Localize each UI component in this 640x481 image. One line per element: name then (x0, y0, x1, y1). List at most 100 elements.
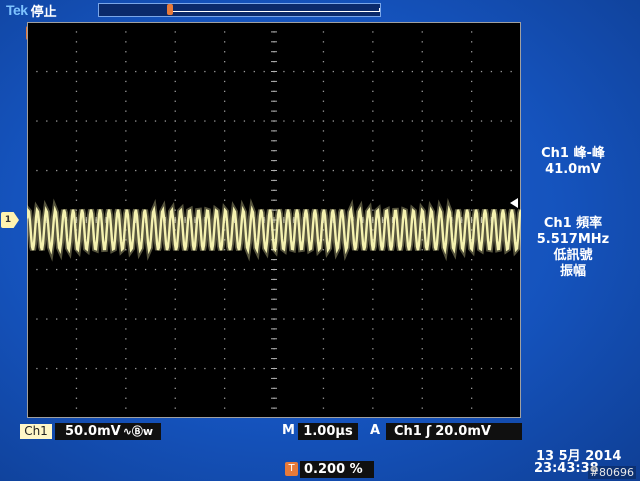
grid-dot (451, 169, 453, 172)
grid-dot (421, 308, 423, 310)
grid-dot (322, 61, 325, 63)
grid-dot (65, 268, 68, 271)
grid-dot (471, 387, 473, 389)
topbar: Tek 停止 (6, 1, 57, 20)
grid-dot (322, 367, 325, 370)
grid-dot (372, 140, 374, 142)
grid-dot (471, 41, 473, 43)
grid-dot (342, 318, 344, 320)
record-view-window (168, 8, 380, 12)
grid-dot (174, 61, 176, 63)
grid-dot (293, 169, 295, 172)
grid-dot (174, 110, 176, 112)
grid-dot (135, 367, 137, 370)
grid-dot (431, 318, 433, 320)
grid-dot (421, 179, 423, 182)
grid-dot (125, 70, 127, 73)
grid-dot (421, 387, 423, 389)
grid-dot (293, 318, 295, 320)
grid-dot (322, 160, 325, 162)
grid-dot (480, 120, 483, 122)
grid-dot (75, 407, 78, 409)
grid-dot (65, 318, 68, 320)
grid-dot (421, 90, 423, 92)
grid-dot (115, 169, 117, 172)
grid-dot (75, 169, 78, 172)
grid-dot (174, 179, 176, 182)
grid-dot (490, 268, 493, 271)
grid-dot (322, 140, 325, 142)
grid-dot (322, 51, 325, 53)
grid-dot (224, 179, 226, 182)
grid-dot (243, 268, 246, 271)
grid-dot (471, 100, 473, 102)
grid-dot (174, 90, 176, 92)
grid-dot (382, 70, 384, 73)
grid-dot (322, 199, 325, 201)
grid-dot (174, 367, 176, 370)
grid-dot (471, 31, 473, 33)
grid-dot (312, 318, 315, 320)
grid-dot (75, 338, 78, 340)
grid-dot (174, 80, 176, 83)
grid-dot (401, 268, 404, 271)
grid-dot (144, 120, 147, 122)
grid-dot (500, 70, 502, 73)
grid-dot (154, 70, 157, 73)
grid-dot (293, 70, 295, 73)
measurement-frequency: Ch1 頻率 5.517MHz 低訊號 振幅 (518, 216, 628, 280)
grid-dot (164, 120, 167, 122)
grid-dot (125, 338, 127, 340)
grid-dot (461, 367, 463, 370)
grid-dot (224, 338, 226, 340)
grid-dot (204, 318, 206, 320)
grid-dot (224, 70, 226, 73)
grid-dot (233, 318, 236, 320)
grid-dot (224, 41, 226, 43)
grid-dot (253, 169, 255, 172)
grid-dot (480, 169, 483, 172)
grid-dot (322, 298, 325, 300)
grid-dot (461, 70, 463, 73)
grid-dot (391, 367, 394, 370)
grid-dot (411, 169, 414, 172)
grid-dot (75, 179, 78, 182)
grid-dot (174, 31, 176, 33)
grid-dot (164, 268, 167, 271)
grid-dot (174, 169, 176, 172)
grid-dot (75, 41, 78, 43)
grid-dot (75, 298, 78, 300)
grid-dot (322, 120, 325, 122)
grid-dot (263, 169, 265, 172)
grid-dot (431, 268, 433, 271)
grid-dot (332, 367, 334, 370)
grid-dot (125, 31, 127, 33)
grid-dot (431, 169, 433, 172)
grid-dot (431, 367, 433, 370)
grid-dot (214, 169, 216, 172)
grid-dot (224, 249, 226, 251)
grid-dot (233, 367, 236, 370)
grid-dot (95, 268, 97, 271)
grid-dot (411, 70, 414, 73)
grid-dot (421, 150, 423, 152)
grid-dot (56, 318, 58, 320)
grid-dot (174, 348, 176, 350)
grid-dot (125, 41, 127, 43)
grid-dot (322, 407, 325, 409)
grid-dot (125, 61, 127, 63)
grid-dot (224, 150, 226, 152)
grid-dot (352, 268, 354, 271)
grid-dot (65, 70, 68, 73)
grid-dot (263, 120, 265, 122)
grid-dot (75, 348, 78, 350)
grid-dot (224, 160, 226, 162)
grid-dot (115, 70, 117, 73)
grid-dot (164, 70, 167, 73)
grid-dot (204, 367, 206, 370)
grid-dot (263, 70, 265, 73)
grid-dot (174, 130, 176, 132)
grid-dot (322, 308, 325, 310)
grid-dot (46, 169, 48, 172)
grid-dot (352, 120, 354, 122)
